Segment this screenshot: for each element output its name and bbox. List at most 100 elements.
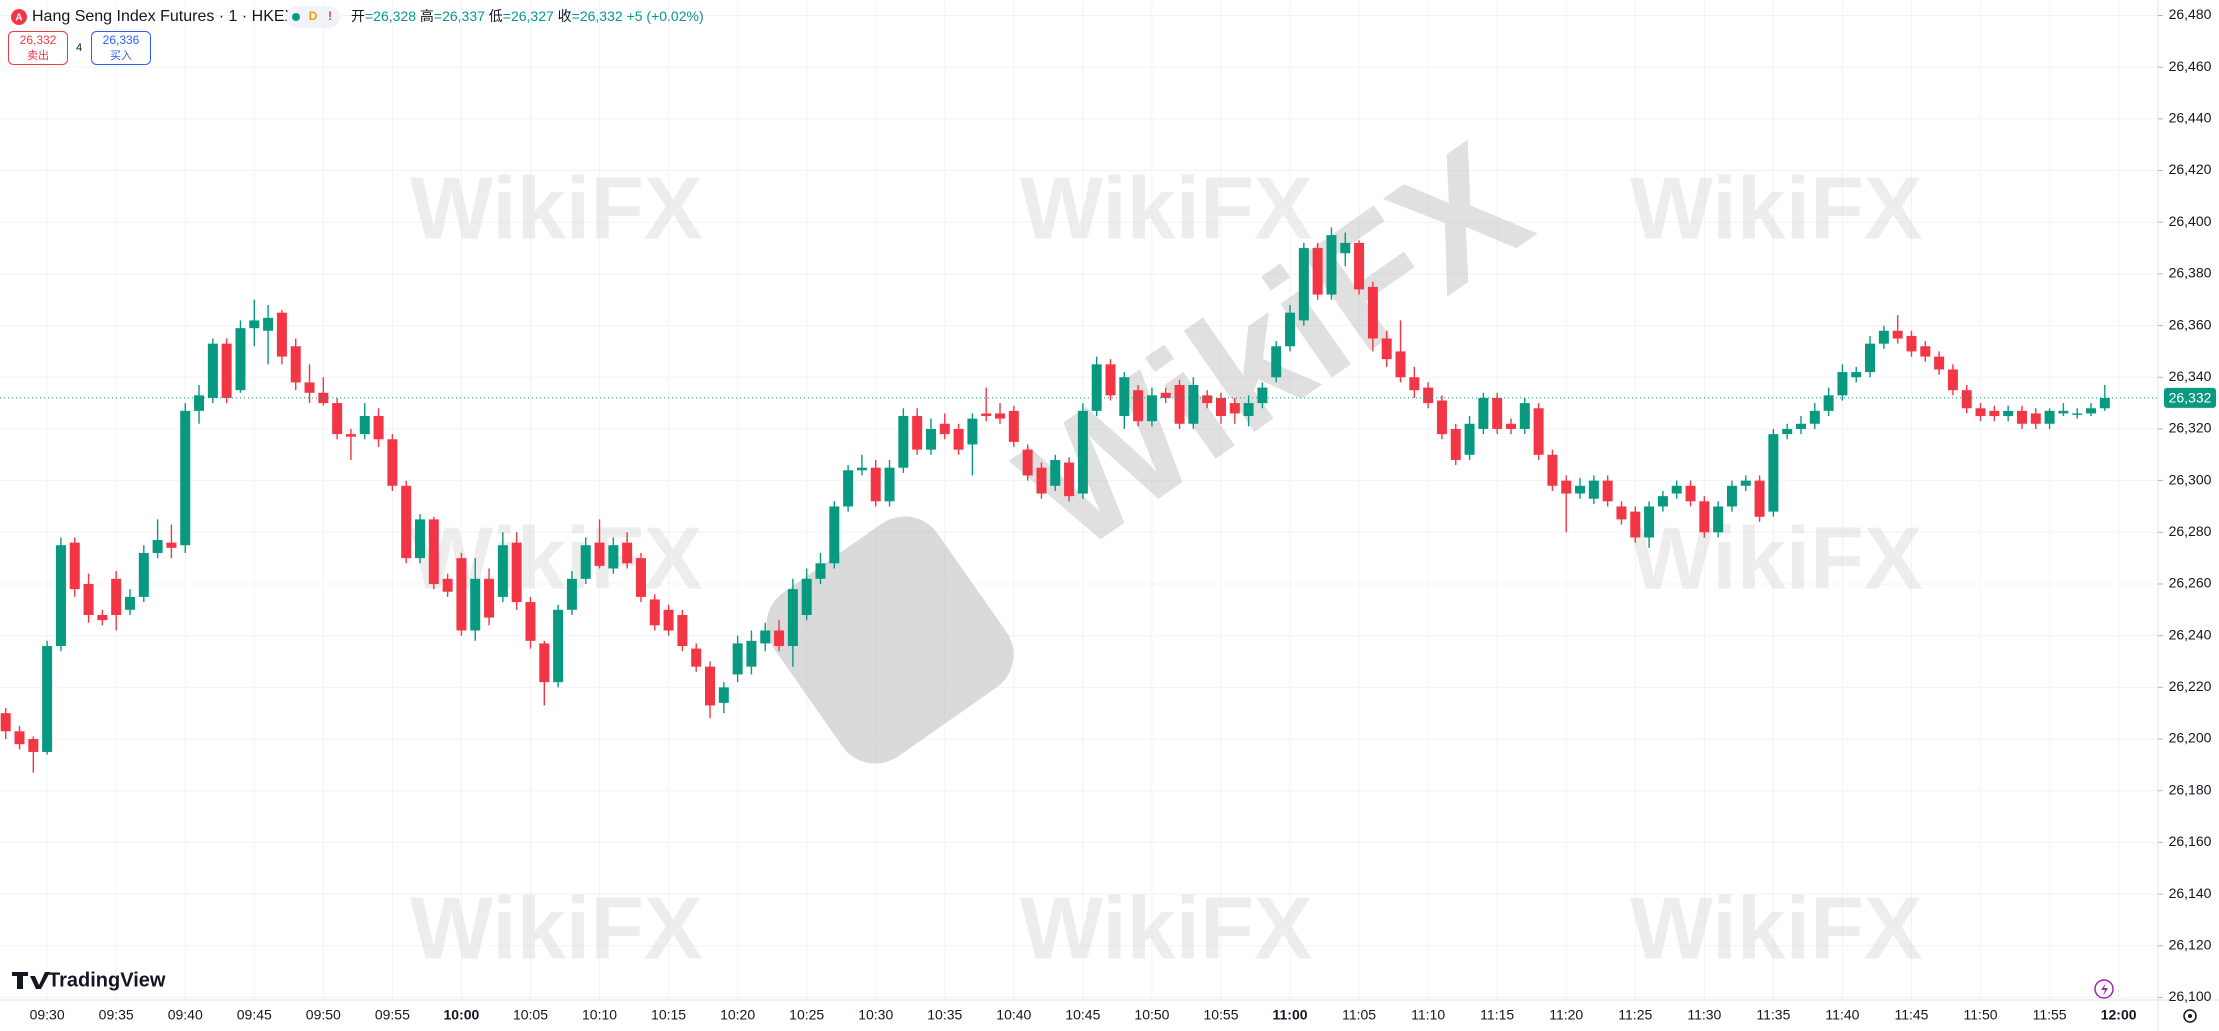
x-tick-label: 10:10	[582, 1007, 617, 1023]
candle-body	[1464, 423, 1475, 455]
status-pill[interactable]	[286, 6, 340, 28]
lightning-button[interactable]	[2094, 979, 2114, 999]
watermark: WikiFX	[1630, 508, 1923, 607]
candle-body	[884, 467, 895, 502]
candle-body	[608, 545, 619, 569]
candle-body	[1713, 506, 1724, 533]
x-tick-label: 11:20	[1549, 1007, 1583, 1023]
x-tick-label: 11:10	[1411, 1007, 1445, 1023]
candle-body	[1008, 410, 1019, 442]
candle-body	[1036, 467, 1047, 494]
x-tick-label: 11:30	[1687, 1007, 1721, 1023]
settings-button[interactable]	[2183, 1009, 2197, 1023]
candle-body	[2058, 410, 2069, 414]
candle-body	[787, 589, 798, 646]
candle-body	[428, 519, 439, 584]
candle-body	[1878, 330, 1889, 344]
status-d: D	[309, 9, 318, 23]
candle-body	[1133, 390, 1144, 422]
sell-button[interactable]	[8, 31, 68, 65]
candle-body	[1657, 496, 1668, 507]
buy-button[interactable]	[91, 31, 151, 65]
symbol-title[interactable]: Hang Seng Index Futures · 1 · HKEX	[32, 8, 296, 25]
candle-body	[207, 343, 218, 398]
candle-body	[912, 416, 923, 450]
candle-body	[1105, 364, 1116, 396]
y-tick-label: 26,420	[2169, 161, 2212, 177]
ohlc-label: 高	[420, 8, 434, 24]
candle-body	[83, 583, 94, 615]
candle-body	[1257, 387, 1268, 404]
candle-body	[1616, 506, 1627, 520]
candle-body	[1492, 397, 1503, 429]
candle-body	[2030, 413, 2041, 424]
candle-body	[2016, 410, 2027, 424]
x-tick-label: 10:20	[720, 1007, 755, 1023]
candle-body	[1920, 346, 1931, 357]
buy-price: 26,336	[103, 33, 140, 47]
candle-body	[1975, 408, 1986, 417]
sell-label: 卖出	[27, 48, 49, 62]
candle-body	[1602, 480, 1613, 502]
candle-body	[539, 643, 550, 683]
watermark: WikiFX	[410, 158, 703, 257]
y-tick-label: 26,100	[2169, 988, 2212, 1004]
candle-body	[622, 542, 633, 564]
candle-body	[967, 418, 978, 445]
candle-body	[1160, 392, 1171, 398]
y-tick-label: 26,300	[2169, 471, 2212, 487]
candle-body	[497, 545, 508, 597]
candle-body	[677, 614, 688, 646]
candle-body	[1271, 346, 1282, 378]
x-tick-label: 10:05	[513, 1007, 548, 1023]
change: +5 (+0.02%)	[627, 8, 704, 24]
candle-body	[359, 416, 370, 435]
candle-body	[1671, 485, 1682, 494]
candle-body	[304, 382, 315, 393]
candle-body	[442, 578, 453, 592]
candle-body	[97, 614, 108, 621]
y-tick-label: 26,140	[2169, 885, 2212, 901]
y-tick-label: 26,180	[2169, 781, 2212, 797]
x-tick-label: 12:00	[2101, 1007, 2137, 1023]
candle-body	[1395, 351, 1406, 378]
y-tick-label: 26,440	[2169, 110, 2212, 126]
x-tick-label: 10:15	[651, 1007, 686, 1023]
candle-body	[276, 312, 287, 357]
candle-body	[1809, 410, 1820, 424]
candle-body	[1726, 485, 1737, 507]
watermark: WikiFX	[410, 878, 703, 977]
candle-body	[939, 423, 950, 435]
candle-body	[138, 552, 149, 597]
x-tick-label: 09:45	[237, 1007, 272, 1023]
y-tick-label: 26,480	[2169, 6, 2212, 22]
ohlc-label: 开	[351, 8, 365, 24]
candle-body	[1796, 423, 1806, 429]
x-tick-label: 11:35	[1756, 1007, 1790, 1023]
candle-body	[1906, 335, 1917, 352]
logo-text[interactable]: TradingView	[48, 969, 166, 991]
x-tick-label: 11:05	[1342, 1007, 1376, 1023]
candle-body	[1740, 480, 1751, 486]
candle-body	[2099, 397, 2110, 409]
candle-body	[1533, 408, 1544, 455]
candle-body	[981, 413, 992, 417]
y-tick-label: 26,120	[2169, 936, 2212, 952]
candle-body	[194, 395, 205, 411]
y-tick-label: 26,380	[2169, 265, 2212, 281]
candle-body	[718, 687, 729, 703]
x-tick-label: 11:15	[1480, 1007, 1514, 1023]
candle-body	[525, 602, 536, 641]
lightning-icon	[2101, 983, 2108, 996]
spread: 4	[76, 42, 82, 54]
x-tick-label: 09:55	[375, 1007, 410, 1023]
candle-body	[1561, 480, 1572, 494]
candle-body	[566, 578, 577, 610]
y-tick-label: 26,280	[2169, 523, 2212, 539]
candle-body	[401, 485, 412, 559]
candle-body	[1188, 385, 1199, 424]
candle-body	[1588, 480, 1599, 499]
x-tick-label: 10:40	[996, 1007, 1031, 1023]
candle-body	[925, 428, 936, 450]
